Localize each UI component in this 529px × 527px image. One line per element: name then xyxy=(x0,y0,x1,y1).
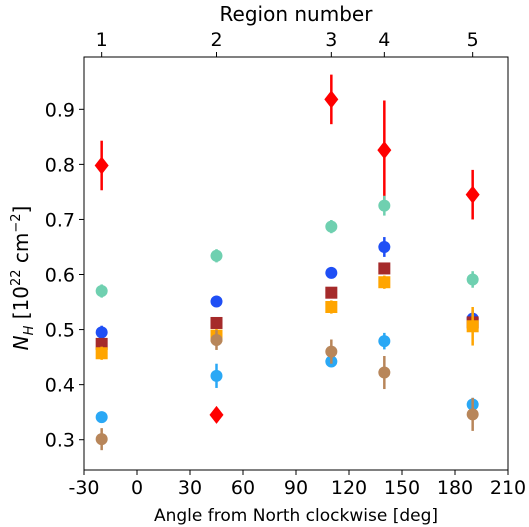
diamond-marker xyxy=(465,185,480,204)
diamond-marker xyxy=(377,141,392,160)
circle-marker xyxy=(95,326,108,339)
circle-marker xyxy=(95,433,108,446)
circle-marker xyxy=(95,285,108,298)
y-tick-label: 0.6 xyxy=(45,265,75,287)
y-tick-label: 0.7 xyxy=(45,209,75,231)
x-tick-label: -30 xyxy=(68,477,99,499)
plot-area xyxy=(83,56,509,471)
x-tick-label: 30 xyxy=(178,477,202,499)
x-axis-label: Angle from North clockwise [deg] xyxy=(154,506,438,526)
circle-marker xyxy=(210,334,223,347)
y-tick-label: 0.4 xyxy=(45,375,75,397)
circle-marker xyxy=(378,199,391,212)
series-0 xyxy=(94,74,480,424)
diamond-marker xyxy=(209,405,224,424)
x-tick-label: 120 xyxy=(331,477,367,499)
top-axis-ticks: 1 2 3 4 5 xyxy=(96,29,479,57)
y-axis-label: NH [1022 cm−2] xyxy=(9,206,37,351)
square-marker xyxy=(95,337,108,350)
x-tick-label: 90 xyxy=(284,477,308,499)
series-6 xyxy=(95,330,479,451)
top-tick-label: 1 xyxy=(96,29,108,51)
plot-frame xyxy=(83,56,509,471)
series-5 xyxy=(95,332,479,424)
x-tick-label: 210 xyxy=(490,477,526,499)
y-tick-label: 0.3 xyxy=(45,430,75,452)
series-4 xyxy=(95,275,479,360)
y-axis-ticks: 0.3 0.4 0.5 0.6 0.7 0.8 0.9 xyxy=(45,99,84,452)
top-axis-label: Region number xyxy=(220,2,374,26)
circle-marker xyxy=(325,266,338,279)
circle-marker xyxy=(325,345,338,358)
circle-marker xyxy=(466,273,479,286)
circle-marker xyxy=(325,220,338,233)
square-marker xyxy=(325,301,338,314)
square-marker xyxy=(210,316,223,329)
series-3 xyxy=(95,262,479,350)
y-tick-label: 0.5 xyxy=(45,320,75,342)
circle-marker xyxy=(378,335,391,348)
y-tick-label: 0.8 xyxy=(45,154,75,176)
circle-marker xyxy=(378,240,391,253)
top-tick-label: 2 xyxy=(210,29,222,51)
top-tick-label: 4 xyxy=(378,29,390,51)
square-marker xyxy=(325,286,338,299)
circle-marker xyxy=(466,408,479,421)
circle-marker xyxy=(210,249,223,262)
top-tick-label: 5 xyxy=(467,29,479,51)
diamond-marker xyxy=(324,90,339,109)
square-marker xyxy=(466,320,479,333)
circle-marker xyxy=(210,295,223,308)
x-tick-label: 150 xyxy=(384,477,420,499)
diamond-marker xyxy=(94,156,109,175)
circle-marker xyxy=(95,411,108,424)
circle-marker xyxy=(210,369,223,382)
series-2 xyxy=(95,237,479,339)
x-tick-label: 0 xyxy=(131,477,143,499)
square-marker xyxy=(378,262,391,275)
top-tick-label: 3 xyxy=(325,29,337,51)
square-marker xyxy=(378,276,391,289)
series-1 xyxy=(95,195,479,298)
x-tick-label: 180 xyxy=(437,477,473,499)
x-axis-ticks: -30 0 30 60 90 120 150 180 210 xyxy=(68,470,526,499)
y-tick-label: 0.9 xyxy=(45,99,75,121)
circle-marker xyxy=(378,366,391,379)
data-points xyxy=(94,74,480,451)
square-marker xyxy=(95,347,108,360)
x-tick-label: 60 xyxy=(231,477,255,499)
